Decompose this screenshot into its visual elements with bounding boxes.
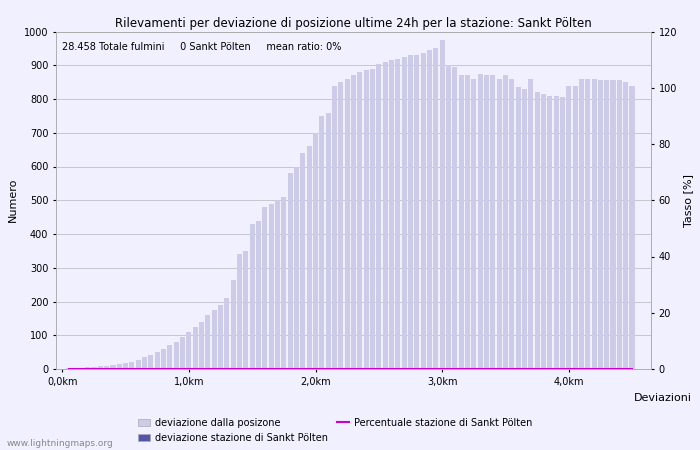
Bar xyxy=(585,79,590,369)
Bar xyxy=(377,63,382,369)
Bar xyxy=(85,367,90,369)
Bar xyxy=(477,74,482,369)
Bar xyxy=(579,79,584,369)
Bar xyxy=(123,363,128,369)
Bar xyxy=(560,97,565,369)
Bar xyxy=(199,322,204,369)
Bar xyxy=(604,81,609,369)
Bar xyxy=(136,360,141,369)
Bar xyxy=(92,367,97,369)
Bar xyxy=(344,79,350,369)
Bar xyxy=(629,86,634,369)
Bar xyxy=(383,62,388,369)
Bar xyxy=(180,337,185,369)
Bar xyxy=(389,60,394,369)
Bar xyxy=(281,197,286,369)
Bar xyxy=(351,75,356,369)
Bar xyxy=(554,96,559,369)
Y-axis label: Tasso [%]: Tasso [%] xyxy=(682,174,693,227)
Bar xyxy=(79,368,84,369)
Bar xyxy=(541,94,546,369)
Bar xyxy=(167,346,172,369)
Bar xyxy=(256,220,261,369)
Bar xyxy=(307,146,312,369)
Bar xyxy=(73,368,78,369)
Bar xyxy=(66,368,71,369)
Bar xyxy=(211,310,217,369)
Bar xyxy=(186,332,192,369)
Bar xyxy=(446,65,451,369)
Y-axis label: Numero: Numero xyxy=(8,178,18,222)
Bar xyxy=(509,79,514,369)
Bar xyxy=(496,79,502,369)
Bar xyxy=(617,81,622,369)
Bar xyxy=(433,49,438,369)
Bar xyxy=(452,67,457,369)
Bar xyxy=(262,207,267,369)
Bar xyxy=(326,112,330,369)
Text: www.lightningmaps.org: www.lightningmaps.org xyxy=(7,439,113,448)
Bar xyxy=(319,116,324,369)
Bar xyxy=(300,153,305,369)
Bar xyxy=(573,86,577,369)
Bar xyxy=(117,364,122,369)
Bar xyxy=(338,82,344,369)
Title: Rilevamenti per deviazione di posizione ultime 24h per la stazione: Sankt Pölten: Rilevamenti per deviazione di posizione … xyxy=(115,18,592,30)
Bar xyxy=(414,55,419,369)
Bar xyxy=(490,75,496,369)
Bar xyxy=(440,40,444,369)
Bar xyxy=(250,224,255,369)
Bar xyxy=(104,365,109,369)
Bar xyxy=(205,315,211,369)
X-axis label: Deviazioni: Deviazioni xyxy=(634,392,692,403)
Bar xyxy=(294,166,299,369)
Bar xyxy=(421,54,426,369)
Bar xyxy=(408,55,413,369)
Bar xyxy=(269,203,274,369)
Bar xyxy=(465,75,470,369)
Bar xyxy=(535,92,540,369)
Legend: deviazione dalla posizone, deviazione stazione di Sankt Pölten, Percentuale staz: deviazione dalla posizone, deviazione st… xyxy=(138,418,533,443)
Bar xyxy=(142,357,147,369)
Bar xyxy=(623,82,628,369)
Bar xyxy=(503,75,508,369)
Bar xyxy=(148,355,153,369)
Bar xyxy=(402,57,407,369)
Bar xyxy=(592,79,596,369)
Bar xyxy=(313,133,318,369)
Bar xyxy=(427,50,432,369)
Bar xyxy=(193,327,198,369)
Bar xyxy=(610,81,615,369)
Text: 28.458 Totale fulmini     0 Sankt Pölten     mean ratio: 0%: 28.458 Totale fulmini 0 Sankt Pölten mea… xyxy=(62,42,342,52)
Bar xyxy=(528,79,533,369)
Bar xyxy=(231,279,236,369)
Bar xyxy=(218,305,223,369)
Bar xyxy=(370,68,375,369)
Bar xyxy=(484,75,489,369)
Bar xyxy=(225,298,230,369)
Bar xyxy=(174,342,178,369)
Bar xyxy=(458,75,463,369)
Bar xyxy=(332,86,337,369)
Bar xyxy=(111,365,116,369)
Bar xyxy=(237,254,242,369)
Bar xyxy=(244,251,248,369)
Bar xyxy=(161,349,166,369)
Bar xyxy=(357,72,363,369)
Bar xyxy=(288,173,293,369)
Bar xyxy=(547,96,552,369)
Bar xyxy=(98,366,103,369)
Bar xyxy=(522,89,527,369)
Bar xyxy=(363,70,369,369)
Bar xyxy=(598,81,603,369)
Bar xyxy=(275,200,280,369)
Bar xyxy=(471,79,476,369)
Bar xyxy=(395,58,400,369)
Bar xyxy=(130,361,134,369)
Bar xyxy=(155,352,160,369)
Bar xyxy=(515,87,521,369)
Bar xyxy=(566,86,571,369)
